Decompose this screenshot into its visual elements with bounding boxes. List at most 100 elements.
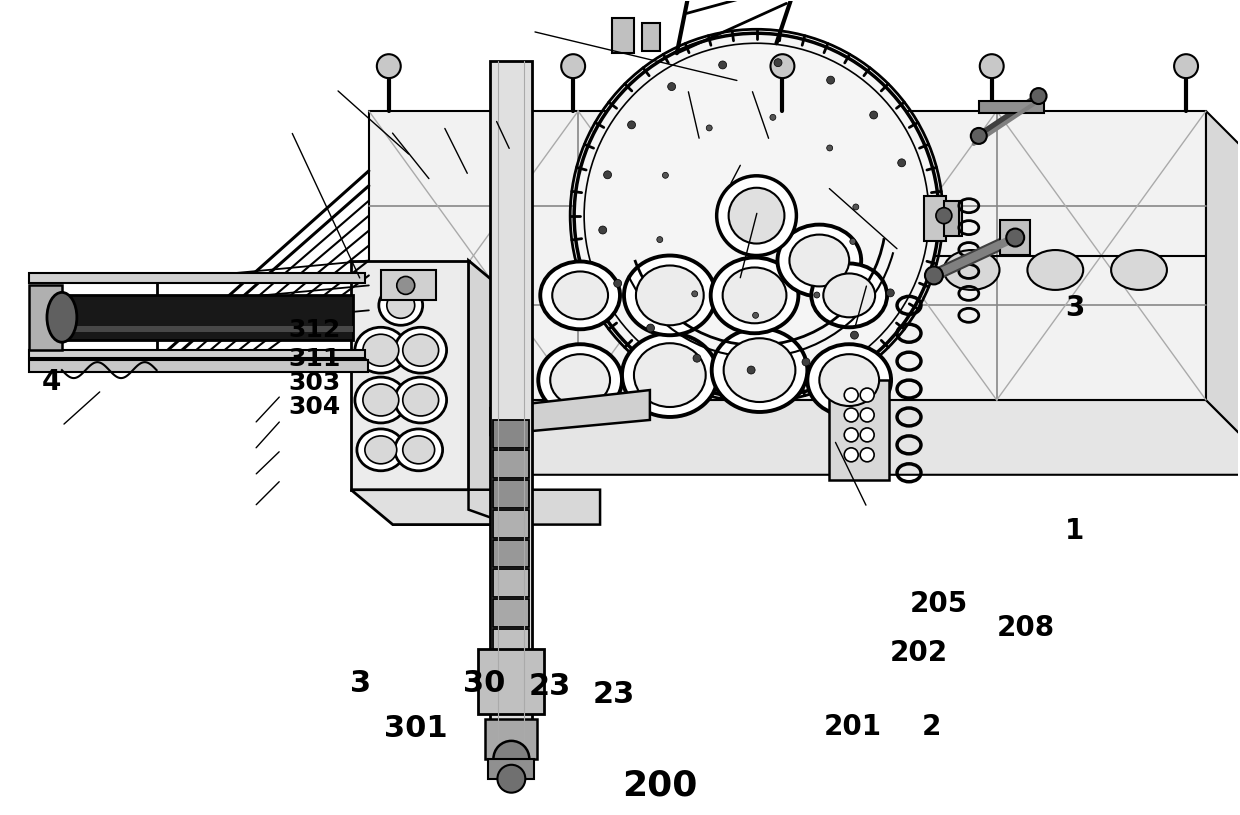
- Ellipse shape: [790, 235, 849, 286]
- Ellipse shape: [777, 225, 861, 297]
- Ellipse shape: [624, 256, 715, 335]
- Ellipse shape: [379, 285, 423, 325]
- Circle shape: [861, 448, 874, 462]
- Ellipse shape: [634, 343, 706, 407]
- Circle shape: [844, 428, 858, 442]
- Polygon shape: [494, 629, 529, 657]
- Ellipse shape: [820, 355, 879, 406]
- Polygon shape: [486, 719, 537, 759]
- Circle shape: [770, 55, 795, 78]
- Circle shape: [827, 76, 835, 84]
- Circle shape: [861, 428, 874, 442]
- Circle shape: [1006, 228, 1024, 246]
- Circle shape: [853, 204, 859, 210]
- Circle shape: [692, 291, 698, 297]
- Text: 201: 201: [823, 712, 882, 741]
- Ellipse shape: [394, 429, 443, 471]
- Polygon shape: [491, 390, 650, 435]
- Text: 3: 3: [1065, 294, 1085, 323]
- Polygon shape: [494, 480, 529, 508]
- Polygon shape: [613, 18, 634, 53]
- Polygon shape: [469, 261, 511, 525]
- Polygon shape: [368, 400, 1240, 475]
- Text: 304: 304: [289, 395, 341, 420]
- Polygon shape: [494, 450, 529, 478]
- Ellipse shape: [363, 384, 399, 416]
- Circle shape: [748, 366, 755, 374]
- Ellipse shape: [394, 328, 446, 373]
- Ellipse shape: [355, 328, 407, 373]
- Ellipse shape: [357, 429, 404, 471]
- Ellipse shape: [394, 377, 446, 423]
- Polygon shape: [29, 285, 62, 350]
- Ellipse shape: [387, 293, 414, 319]
- Ellipse shape: [365, 436, 397, 464]
- Polygon shape: [830, 380, 889, 480]
- Polygon shape: [57, 326, 353, 333]
- Text: 23: 23: [593, 680, 635, 709]
- Polygon shape: [1001, 219, 1030, 255]
- Circle shape: [980, 55, 1003, 78]
- Circle shape: [861, 388, 874, 402]
- Ellipse shape: [403, 384, 439, 416]
- Text: 311: 311: [289, 346, 341, 371]
- Polygon shape: [1207, 111, 1240, 475]
- Text: 4: 4: [42, 368, 61, 395]
- Text: 23: 23: [528, 672, 570, 701]
- Ellipse shape: [355, 377, 407, 423]
- Circle shape: [925, 267, 942, 284]
- Polygon shape: [494, 509, 529, 538]
- Circle shape: [869, 111, 878, 119]
- Circle shape: [813, 292, 820, 298]
- Ellipse shape: [1028, 250, 1084, 290]
- Circle shape: [454, 427, 474, 447]
- Circle shape: [1174, 55, 1198, 78]
- Text: 312: 312: [289, 319, 341, 342]
- Circle shape: [657, 236, 662, 243]
- Ellipse shape: [403, 334, 439, 366]
- Ellipse shape: [636, 266, 704, 325]
- Ellipse shape: [538, 344, 622, 416]
- Circle shape: [604, 171, 611, 178]
- Text: 205: 205: [910, 590, 968, 618]
- Polygon shape: [381, 271, 435, 301]
- Ellipse shape: [1111, 250, 1167, 290]
- Circle shape: [693, 355, 701, 362]
- Circle shape: [667, 82, 676, 90]
- Text: 3: 3: [350, 669, 371, 698]
- Circle shape: [770, 114, 776, 121]
- Ellipse shape: [622, 333, 718, 417]
- Polygon shape: [494, 540, 529, 567]
- Ellipse shape: [403, 436, 435, 464]
- Ellipse shape: [47, 293, 77, 342]
- Polygon shape: [351, 261, 469, 490]
- Circle shape: [1030, 88, 1047, 104]
- Circle shape: [377, 55, 401, 78]
- Text: 301: 301: [384, 714, 448, 742]
- Polygon shape: [57, 295, 353, 340]
- Text: 2: 2: [921, 712, 941, 741]
- Ellipse shape: [944, 250, 999, 290]
- Circle shape: [887, 289, 894, 297]
- Circle shape: [574, 33, 939, 398]
- Circle shape: [719, 61, 727, 69]
- Circle shape: [844, 388, 858, 402]
- Ellipse shape: [551, 355, 610, 406]
- Circle shape: [646, 324, 655, 332]
- Circle shape: [497, 764, 526, 793]
- Ellipse shape: [712, 328, 807, 412]
- Circle shape: [397, 276, 414, 294]
- Circle shape: [729, 187, 785, 244]
- Circle shape: [827, 145, 833, 151]
- Circle shape: [936, 208, 952, 223]
- Circle shape: [662, 172, 668, 178]
- Polygon shape: [489, 759, 534, 778]
- Circle shape: [861, 408, 874, 422]
- Polygon shape: [944, 200, 962, 236]
- Circle shape: [717, 176, 796, 256]
- Ellipse shape: [552, 271, 608, 319]
- Circle shape: [851, 331, 858, 339]
- Circle shape: [599, 226, 606, 234]
- Polygon shape: [479, 650, 544, 714]
- Polygon shape: [368, 111, 1207, 400]
